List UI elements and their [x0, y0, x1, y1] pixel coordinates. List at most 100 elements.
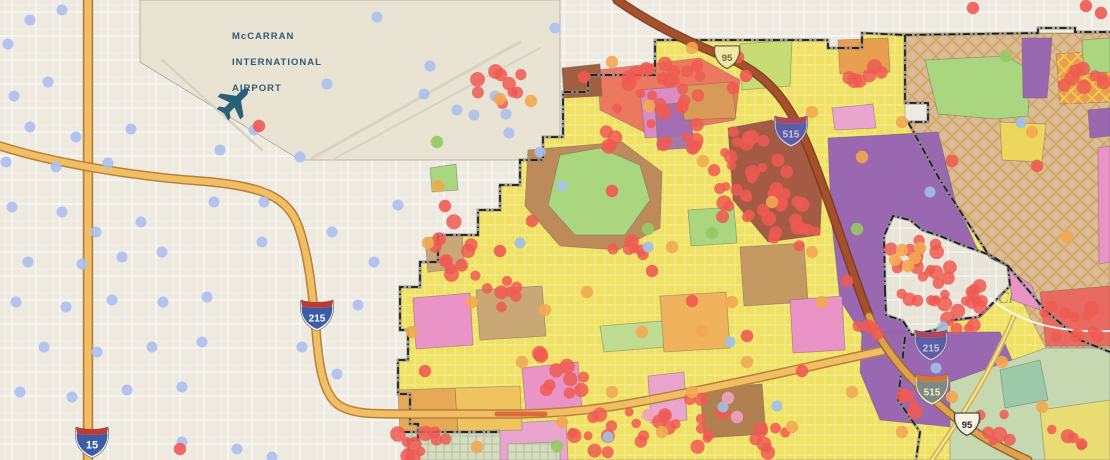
marker-o [642, 99, 656, 113]
marker-red [603, 141, 614, 152]
marker-r [840, 274, 854, 288]
airport-label-line3: AIRPORT [232, 83, 282, 94]
marker-o [805, 105, 819, 119]
marker-red [667, 65, 681, 79]
marker-red [631, 418, 641, 429]
marker-red [634, 435, 648, 448]
marker-red [963, 323, 974, 333]
zone-purple-e-small [1087, 107, 1110, 139]
marker-k [730, 410, 744, 424]
zone-green-ne [924, 55, 1031, 120]
marker-p [50, 161, 62, 173]
marker-red [507, 87, 518, 98]
marker-red [494, 68, 508, 82]
marker-g [705, 226, 719, 240]
marker-o [1025, 125, 1039, 139]
marker-red [899, 390, 910, 401]
marker-p [294, 151, 306, 163]
marker-red [695, 423, 707, 434]
marker-red [470, 72, 485, 87]
marker-red [884, 242, 898, 256]
marker-red [723, 200, 735, 212]
marker-p [90, 226, 102, 238]
us-95-expressway-north [613, 0, 873, 320]
marker-p [6, 201, 18, 213]
svg-text:215: 215 [923, 344, 940, 355]
marker-o [605, 385, 619, 399]
zone-boundary-notch [904, 102, 929, 123]
marker-red [677, 99, 687, 109]
marker-red [607, 243, 619, 255]
marker-p [116, 251, 128, 263]
zone-orange-mid [659, 291, 731, 353]
marker-p [10, 296, 22, 308]
marker-red [656, 136, 671, 152]
marker-p [22, 256, 34, 268]
marker-red [811, 226, 821, 236]
svg-text:515: 515 [924, 388, 941, 399]
marker-red [677, 83, 689, 95]
marker-red [481, 283, 493, 294]
marker-red [931, 295, 941, 305]
marker-red [657, 56, 673, 71]
marker-red [758, 163, 768, 173]
marker-red [741, 211, 753, 223]
marker-p [256, 236, 268, 248]
marker-red [471, 86, 484, 99]
marker-o [725, 295, 739, 309]
marker-g [550, 439, 564, 453]
marker-red [1059, 307, 1072, 319]
marker-o [635, 325, 649, 339]
marker-p [125, 123, 137, 135]
marker-red [691, 89, 705, 102]
marker-red [644, 63, 656, 76]
zone-pink-upper [831, 103, 877, 131]
marker-b [937, 321, 949, 333]
marker-o [431, 179, 445, 193]
marker-o [515, 355, 529, 369]
marker-o [855, 150, 869, 164]
marker-red [695, 413, 707, 425]
marker-r [966, 1, 980, 15]
marker-red [1003, 433, 1016, 446]
runway-2 [331, 47, 541, 161]
marker-o [696, 154, 710, 168]
marker-o [908, 251, 922, 265]
marker-red [502, 76, 516, 91]
marker-red [563, 372, 578, 387]
marker-r [252, 119, 266, 133]
marker-r [945, 154, 959, 168]
marker-red [707, 164, 721, 177]
marker-o [945, 390, 959, 404]
marker-red [681, 65, 693, 78]
marker-o [913, 241, 927, 255]
marker-red [647, 90, 657, 101]
marker-p [208, 196, 220, 208]
marker-o [421, 236, 435, 250]
marker-red [455, 258, 469, 272]
marker-p [331, 368, 343, 380]
marker-k [641, 408, 655, 422]
marker-red [515, 69, 527, 81]
marker-b [1015, 117, 1027, 129]
marker-red [578, 371, 589, 383]
marker-p [156, 246, 168, 258]
marker-p [24, 121, 36, 133]
marker-p [451, 104, 463, 116]
marker-o [805, 245, 819, 259]
marker-red [937, 296, 953, 312]
marker-red [405, 449, 421, 460]
marker-p [468, 109, 480, 121]
marker-red [559, 358, 575, 374]
marker-red [621, 70, 635, 84]
marker-p [326, 226, 338, 238]
marker-red [769, 226, 783, 239]
marker-r [438, 199, 452, 213]
marker-b [602, 431, 614, 443]
highway-shields-layer: 215 15 515 215 515 95 95 [74, 45, 981, 459]
marker-b [717, 401, 729, 413]
zone-yellow-patch-br [1039, 399, 1110, 460]
marker-red [723, 149, 738, 164]
